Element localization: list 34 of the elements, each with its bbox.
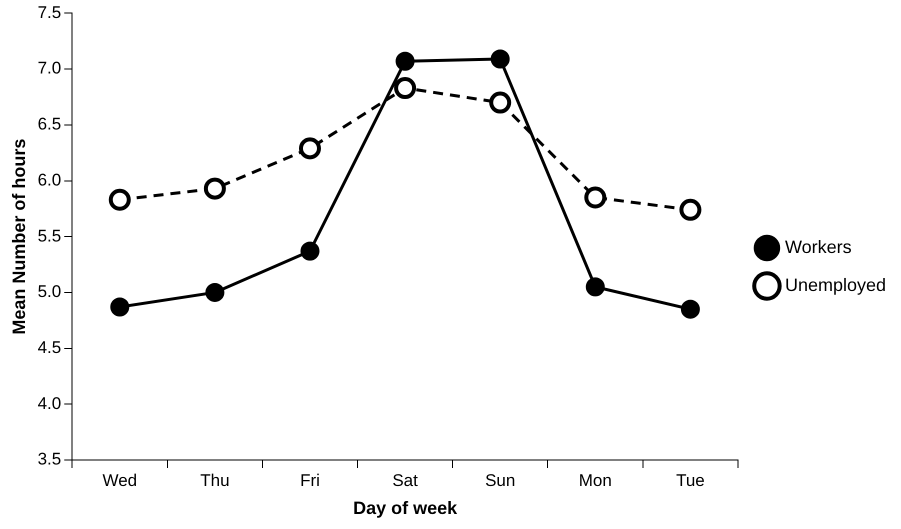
x-tick-label: Tue bbox=[676, 470, 705, 490]
y-tick-label: 4.5 bbox=[38, 338, 62, 357]
y-tick-label: 4.0 bbox=[38, 394, 62, 413]
point bbox=[300, 242, 320, 261]
legend-label: Unemployed bbox=[784, 274, 886, 295]
y-tick-label: 5.0 bbox=[38, 282, 62, 302]
y-tick-label: 5.5 bbox=[38, 226, 62, 246]
point bbox=[110, 297, 130, 316]
y-tick-label: 7.5 bbox=[38, 2, 62, 22]
point bbox=[586, 277, 605, 296]
point bbox=[490, 49, 510, 68]
x-tick-label: Thu bbox=[200, 470, 230, 490]
x-tick-label: Mon bbox=[578, 470, 612, 490]
point bbox=[204, 178, 226, 200]
y-tick-label: 6.5 bbox=[38, 114, 62, 134]
point bbox=[489, 92, 512, 114]
x-tick-label: Sun bbox=[485, 470, 516, 490]
y-axis-title: Mean Number of hours bbox=[8, 138, 29, 335]
point bbox=[679, 198, 702, 221]
y-tick-label: 6.0 bbox=[38, 170, 62, 190]
y-tick-label: 3.5 bbox=[38, 450, 62, 469]
point bbox=[298, 137, 321, 160]
x-tick-label: Wed bbox=[102, 470, 138, 490]
point bbox=[680, 300, 700, 319]
point bbox=[396, 52, 415, 71]
legend-label: Workers bbox=[784, 236, 852, 257]
point bbox=[108, 188, 131, 211]
y-tick-label: 7.0 bbox=[38, 58, 62, 78]
x-tick-label: Fri bbox=[300, 470, 320, 490]
x-tick-label: Sat bbox=[392, 470, 418, 490]
point bbox=[394, 77, 416, 100]
point bbox=[205, 282, 224, 302]
point bbox=[584, 186, 606, 209]
x-axis-title: Day of week bbox=[353, 498, 458, 518]
